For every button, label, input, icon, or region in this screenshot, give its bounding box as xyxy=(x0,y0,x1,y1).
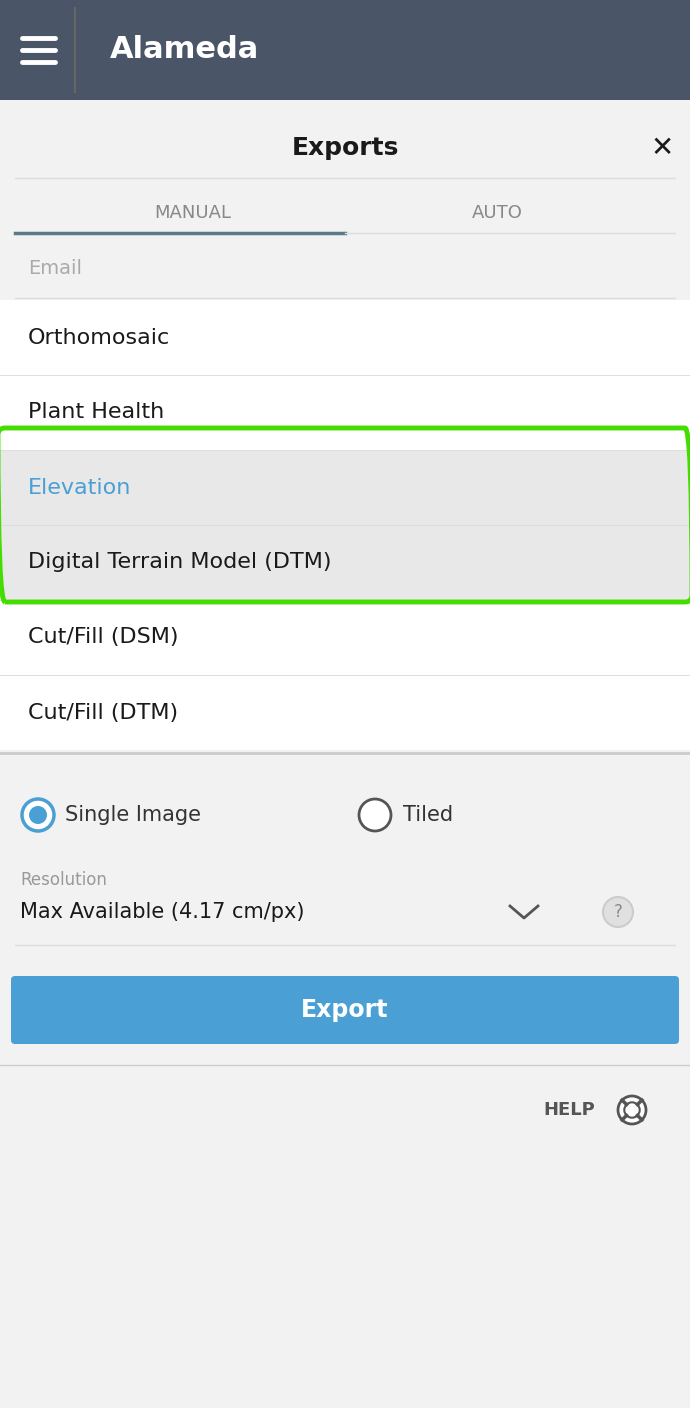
Text: Cut/Fill (DTM): Cut/Fill (DTM) xyxy=(28,703,178,722)
Circle shape xyxy=(359,798,391,831)
Text: MANUAL: MANUAL xyxy=(155,204,232,222)
Circle shape xyxy=(603,897,633,926)
Text: AUTO: AUTO xyxy=(471,204,522,222)
FancyBboxPatch shape xyxy=(0,750,690,1408)
Circle shape xyxy=(29,805,47,824)
FancyBboxPatch shape xyxy=(0,300,690,750)
Text: Exports: Exports xyxy=(291,137,399,161)
Text: Plant Health: Plant Health xyxy=(28,403,164,422)
Text: Elevation: Elevation xyxy=(28,477,131,497)
Text: Single Image: Single Image xyxy=(65,805,201,825)
FancyBboxPatch shape xyxy=(0,100,690,1408)
Text: ?: ? xyxy=(613,903,622,921)
Text: Cut/Fill (DSM): Cut/Fill (DSM) xyxy=(28,628,179,648)
Text: ✕: ✕ xyxy=(651,134,673,162)
Text: Alameda: Alameda xyxy=(110,35,259,65)
Text: Tiled: Tiled xyxy=(403,805,453,825)
Text: Digital Terrain Model (DTM): Digital Terrain Model (DTM) xyxy=(28,552,331,573)
Circle shape xyxy=(22,798,54,831)
Circle shape xyxy=(624,1102,640,1118)
Text: Resolution: Resolution xyxy=(20,872,107,888)
FancyBboxPatch shape xyxy=(0,451,690,525)
Text: Export: Export xyxy=(302,998,388,1022)
FancyBboxPatch shape xyxy=(0,0,690,100)
Circle shape xyxy=(618,1095,646,1124)
FancyBboxPatch shape xyxy=(11,976,679,1043)
FancyBboxPatch shape xyxy=(0,300,690,375)
Text: Orthomosaic: Orthomosaic xyxy=(28,328,170,348)
FancyBboxPatch shape xyxy=(0,600,690,674)
FancyBboxPatch shape xyxy=(0,525,690,600)
Text: Email: Email xyxy=(28,259,82,277)
Text: Max Available (4.17 cm/px): Max Available (4.17 cm/px) xyxy=(20,903,304,922)
Text: HELP: HELP xyxy=(543,1101,595,1119)
FancyBboxPatch shape xyxy=(0,375,690,451)
FancyBboxPatch shape xyxy=(0,674,690,750)
